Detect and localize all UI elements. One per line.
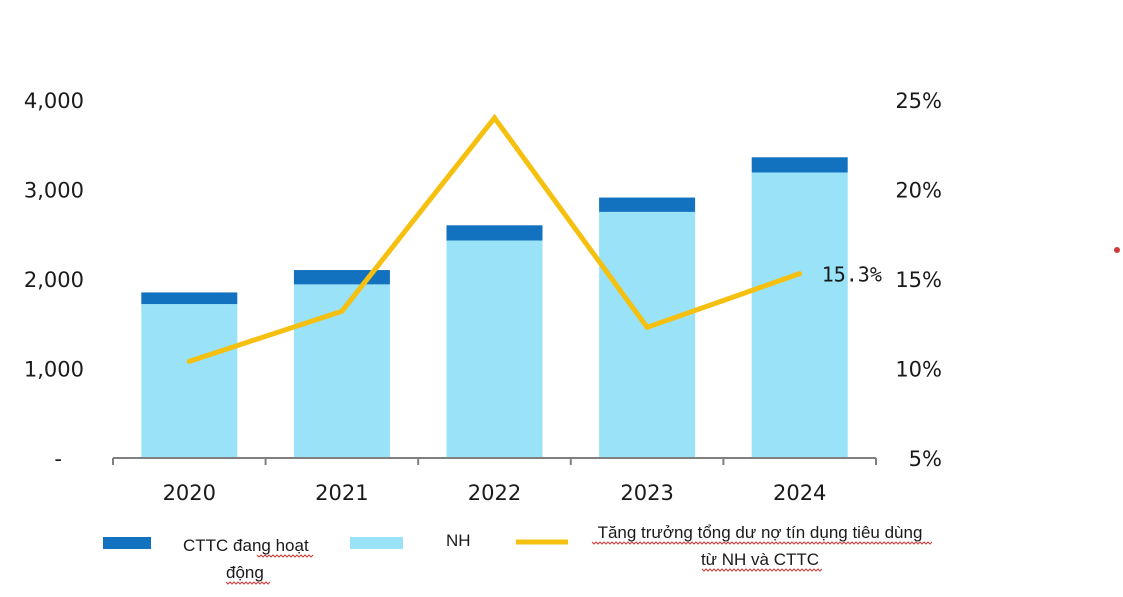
legend-swatch-nh[interactable] [350,537,403,549]
bars-layer [141,157,848,458]
growth-point-2024[interactable] [797,271,803,277]
y-left-tick-label: 2,000 [24,268,84,292]
labels-layer: 2020 2021 2022 2023 2024 - 1,000 2,000 3,000 4,00… [24,89,942,505]
y-right-tick-label: 5% [909,447,942,471]
bar-nh-2022[interactable] [446,240,543,458]
bar-cttc-2020[interactable] [141,292,238,305]
bar-cttc-2022[interactable] [446,225,543,241]
spell-underline [225,581,271,585]
y-left-tick-label: 3,000 [24,179,84,203]
x-tick-label-2024: 2024 [773,481,826,505]
growth-point-2023[interactable] [644,324,650,330]
legend-label-cttc-line1: CTTC đang hoạt [183,536,309,555]
y-right-tick-label: 15% [895,268,942,292]
legend-label-cttc-line2: động [226,563,264,582]
y-left-tick-label: - [54,447,62,471]
bar-nh-2023[interactable] [599,211,696,458]
bar-cttc-2024[interactable] [751,157,848,173]
legend-label-growth-line2: từ NH và CTTC [701,550,819,569]
growth-line-layer [186,113,803,364]
spell-underline [591,541,933,545]
bar-cttc-2023[interactable] [599,197,696,212]
data-label-2024: 15.3% [822,263,882,287]
legend-label-nh: NH [446,531,471,550]
legend-label-growth-line1: Tăng trưởng tổng dư nợ tín dụng tiêu dùn… [598,523,923,542]
decorative-dot [1114,247,1120,253]
y-left-tick-label: 4,000 [24,89,84,113]
bar-nh-2024[interactable] [751,172,848,458]
axes-layer [112,457,877,465]
x-tick-label-2021: 2021 [315,481,368,505]
bar-nh-2020[interactable] [141,304,238,458]
growth-point-2022[interactable] [492,115,497,121]
y-right-tick-label: 20% [895,179,942,203]
y-right-tick-label: 10% [895,358,942,382]
x-tick-label-2022: 2022 [468,481,521,505]
legend-swatch-cttc[interactable] [103,537,151,549]
spell-underline [256,554,314,558]
legend[interactable]: CTTC đang hoạt động NH Tăng trưởng tổng dư … [103,523,933,585]
growth-point-2020[interactable] [186,358,192,364]
x-tick-label-2020: 2020 [163,481,216,505]
spell-underline [701,568,823,572]
y-right-tick-label: 25% [895,89,942,113]
x-tick-label-2023: 2023 [620,481,673,505]
growth-point-2021[interactable] [339,308,345,314]
y-left-tick-label: 1,000 [24,358,84,382]
